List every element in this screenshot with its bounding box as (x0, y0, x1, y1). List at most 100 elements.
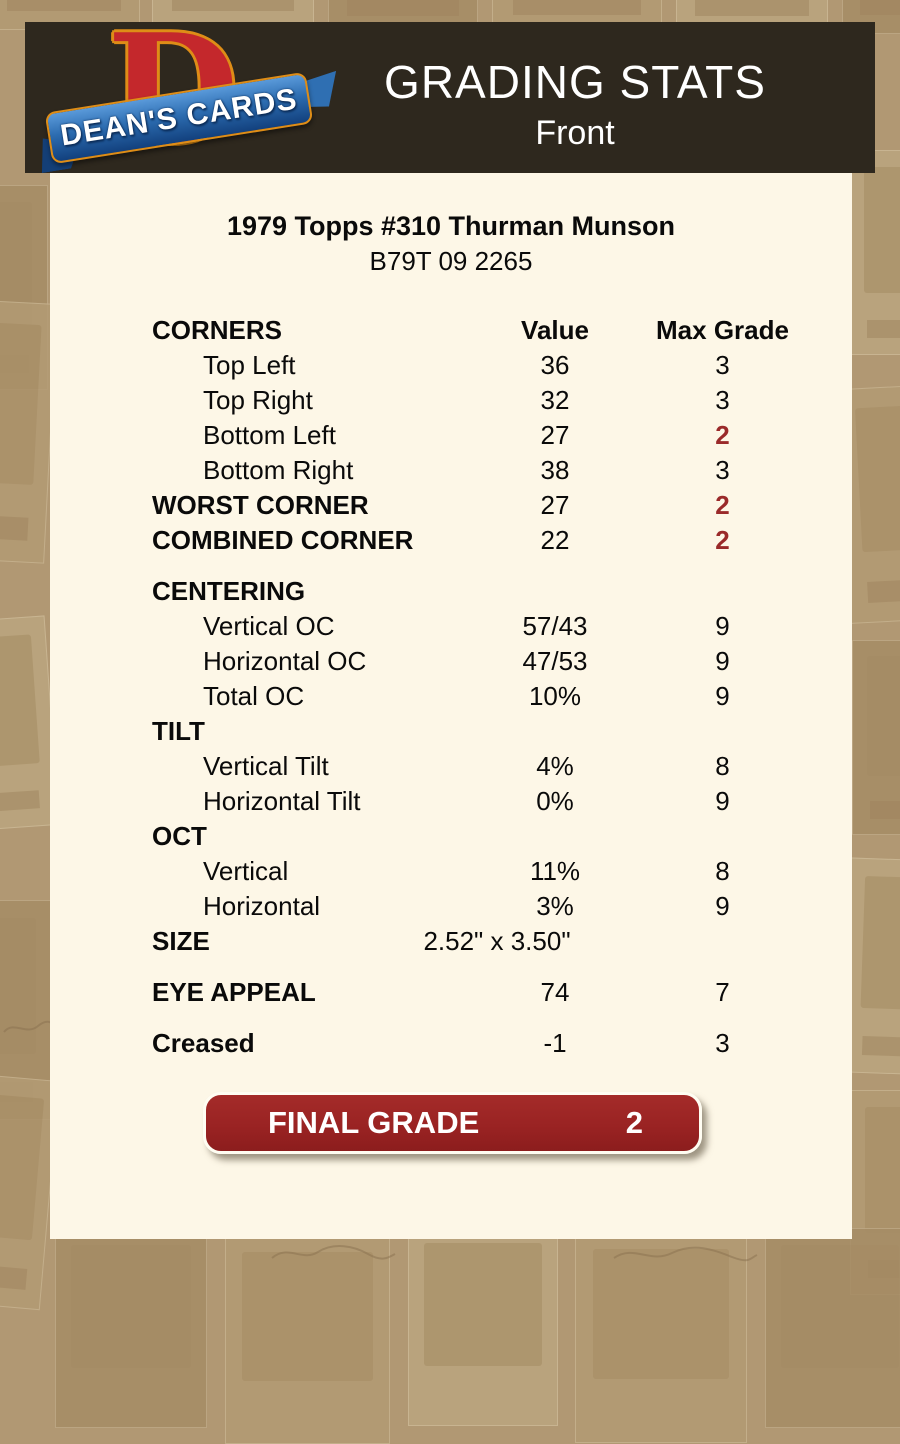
row-max-grade (645, 574, 800, 609)
row-label: Creased (152, 1028, 255, 1058)
signature-scribble (271, 1245, 396, 1260)
row-max-grade: 3 (715, 385, 730, 415)
row-max-grade: 3 (715, 350, 730, 380)
faded-card-art (852, 640, 900, 835)
table-row: TILT (50, 714, 852, 749)
row-value (465, 819, 645, 854)
table-row: WORST CORNER 27 2 (50, 488, 852, 523)
row-value: 3% (536, 891, 574, 921)
row-label: Vertical Tilt (203, 751, 329, 781)
row-max-grade: 9 (715, 681, 730, 711)
table-row: Bottom Right 38 3 (50, 453, 852, 488)
row-label: Bottom Left (203, 420, 336, 450)
header-titles: GRADING STATS Front (375, 34, 775, 173)
row-label: Total OC (203, 681, 305, 711)
row-value: 27 (540, 420, 570, 450)
row-max-grade: 3 (715, 455, 730, 485)
table-row: Horizontal Tilt 0% 9 (50, 784, 852, 819)
table-row: Creased -1 3 (50, 1026, 852, 1061)
row-max-grade: 9 (715, 786, 730, 816)
side-subtitle: Front (535, 113, 615, 152)
row-max-grade: 2 (715, 420, 730, 450)
row-max-grade (645, 924, 800, 959)
final-grade-button[interactable]: FINAL GRADE 2 (203, 1092, 702, 1154)
grading-table: CORNERS Value Max Grade Top Left 36 3 Top R… (50, 313, 852, 1061)
section-header-corners: CORNERS (152, 315, 283, 345)
row-label: TILT (152, 716, 205, 746)
table-row: Vertical Tilt 4% 8 (50, 749, 852, 784)
row-value: 22 (540, 525, 570, 555)
table-row: EYE APPEAL 74 7 (50, 975, 852, 1010)
faded-card-art (765, 1228, 900, 1428)
row-label: Bottom Right (203, 455, 354, 485)
row-value (465, 574, 645, 609)
table-row: Top Right 32 3 (50, 383, 852, 418)
row-value: 27 (540, 490, 570, 520)
faded-card-art (848, 150, 900, 355)
table-row: Vertical 11% 8 (50, 854, 852, 889)
table-row: OCT (50, 819, 852, 854)
row-value: 74 (540, 977, 570, 1007)
row-max-grade (645, 714, 800, 749)
row-value: -1 (543, 1028, 567, 1058)
row-max-grade: 2 (715, 525, 730, 555)
logo-text: DEAN'S CARDS (58, 82, 300, 153)
page-title: GRADING STATS (384, 55, 766, 108)
row-max-grade: 9 (715, 891, 730, 921)
deans-cards-logo-icon: D DEAN'S CARDS (55, 14, 305, 168)
stats-panel: 1979 Topps #310 Thurman Munson B79T 09 2… (50, 173, 852, 1239)
table-row: Horizontal OC 47/53 9 (50, 644, 852, 679)
faded-card-art (408, 1226, 558, 1426)
row-value: 36 (540, 350, 570, 380)
table-row: Total OC 10% 9 (50, 679, 852, 714)
row-label: Horizontal OC (203, 646, 367, 676)
row-label: EYE APPEAL (152, 977, 316, 1007)
row-label: OCT (152, 821, 207, 851)
row-value: 10% (528, 681, 582, 711)
signature-scribble (613, 1246, 758, 1262)
row-max-grade: 3 (715, 1028, 730, 1058)
faded-card-art (55, 1228, 207, 1428)
table-row: Vertical OC 57/43 9 (50, 609, 852, 644)
row-value: 4% (536, 751, 574, 781)
table-row: Top Left 36 3 (50, 348, 852, 383)
row-label: Vertical OC (203, 611, 335, 641)
row-value: 38 (540, 455, 570, 485)
card-serial: B79T 09 2265 (369, 246, 533, 276)
row-value: 2.52" x 3.50" (423, 926, 571, 956)
row-label: WORST CORNER (152, 490, 369, 520)
row-label: Horizontal Tilt (203, 786, 361, 816)
row-label: CENTERING (152, 576, 306, 606)
header-bar: D DEAN'S CARDS GRADING STATS Front (25, 14, 875, 173)
row-label: Vertical (203, 856, 289, 886)
final-grade-value: 2 (625, 1105, 643, 1140)
row-max-grade: 8 (715, 856, 730, 886)
row-value: 0% (536, 786, 574, 816)
table-row: CENTERING (50, 574, 852, 609)
row-max-grade: 2 (715, 490, 730, 520)
row-label: Horizontal (203, 891, 321, 921)
row-label: Top Left (203, 350, 296, 380)
row-max-grade: 9 (715, 646, 730, 676)
card-title: 1979 Topps #310 Thurman Munson (226, 211, 676, 241)
table-row: SIZE 2.52" x 3.50" (50, 924, 852, 959)
row-max-grade: 9 (715, 611, 730, 641)
row-value (465, 714, 645, 749)
stats-rows: Top Left 36 3 Top Right 32 3 Bottom Left 27 2 Bot… (50, 348, 852, 1061)
row-label: COMBINED CORNER (152, 525, 414, 555)
row-value: 57/43 (522, 611, 588, 641)
row-value: 11% (529, 856, 581, 886)
row-value: 47/53 (522, 646, 588, 676)
column-header-max-grade: Max Grade (656, 315, 789, 345)
final-grade-label: FINAL GRADE (268, 1105, 480, 1140)
table-header-row: CORNERS Value Max Grade (50, 313, 852, 348)
row-label: SIZE (152, 926, 210, 956)
table-row: Bottom Left 27 2 (50, 418, 852, 453)
row-value: 32 (540, 385, 570, 415)
table-row: Horizontal 3% 9 (50, 889, 852, 924)
table-row: COMBINED CORNER 22 2 (50, 523, 852, 558)
row-label: Top Right (203, 385, 313, 415)
row-max-grade: 7 (715, 977, 730, 1007)
row-max-grade (645, 819, 800, 854)
row-max-grade: 8 (715, 751, 730, 781)
